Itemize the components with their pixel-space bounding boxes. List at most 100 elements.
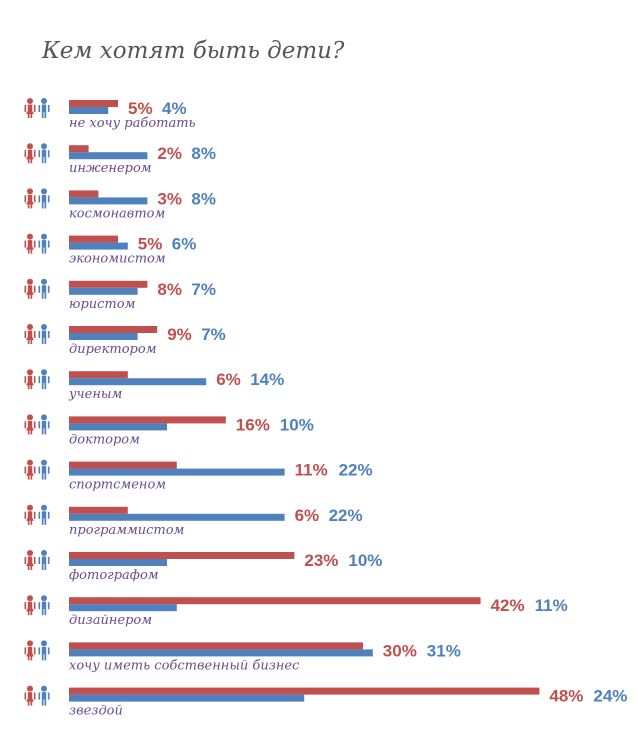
boy-leg-right <box>44 518 47 525</box>
boy-head <box>41 414 47 421</box>
girl-arm-right <box>33 557 36 564</box>
boy-head <box>41 595 47 602</box>
girl-arm-left <box>24 150 27 158</box>
boy-leg-left <box>41 292 44 299</box>
girl-skirt <box>26 242 34 250</box>
value-girls: 48% <box>549 687 583 706</box>
girl-skirt <box>26 287 34 295</box>
boy-arm-left <box>38 692 41 700</box>
bar-girls <box>69 597 481 605</box>
value-boys: 22% <box>339 461 373 480</box>
girl-skirt <box>26 513 34 521</box>
girl-arm-left <box>24 466 27 474</box>
girl-skirt <box>26 604 34 612</box>
girl-leg-left <box>27 202 30 209</box>
boy-icon <box>38 98 50 118</box>
category-label: юристом <box>69 297 135 312</box>
boy-icon <box>38 595 50 616</box>
bar-girls <box>69 416 226 424</box>
girl-leg-left <box>27 338 30 344</box>
boy-leg-right <box>44 157 47 164</box>
boy-body <box>41 466 47 474</box>
girl-arm-right <box>33 285 36 293</box>
girl-leg-left <box>27 609 30 616</box>
boy-body <box>41 511 47 519</box>
bar-girls <box>69 461 177 469</box>
category-label: звездой <box>69 704 123 719</box>
girl-arm-left <box>24 602 27 610</box>
girl-leg-left <box>27 383 30 390</box>
girl-leg-right <box>30 383 33 390</box>
boy-arm-left <box>38 376 41 384</box>
girl-arm-right <box>33 647 36 655</box>
girl-leg-left <box>27 564 30 570</box>
girl-icon <box>24 324 36 344</box>
boy-arm-right <box>47 150 50 158</box>
girl-icon <box>24 459 36 480</box>
value-boys: 31% <box>427 641 461 660</box>
girl-head <box>27 369 33 376</box>
girl-head <box>27 414 33 421</box>
girl-arm-left <box>24 285 27 293</box>
girl-icon <box>24 640 36 661</box>
bar-boys <box>69 649 373 657</box>
chart-row: 8% 7% юристом <box>24 278 216 312</box>
boy-leg-right <box>44 699 47 706</box>
girl-leg-left <box>27 518 30 525</box>
girl-leg-right <box>30 247 33 254</box>
value-boys: 8% <box>191 189 216 208</box>
boy-arm-right <box>47 285 50 293</box>
boy-leg-right <box>44 112 47 118</box>
bar-girls <box>69 687 540 695</box>
girl-head <box>27 459 33 466</box>
boy-leg-right <box>44 338 47 344</box>
girl-leg-right <box>30 112 33 118</box>
boy-leg-left <box>41 654 44 661</box>
value-boys: 22% <box>329 506 363 525</box>
girl-skirt <box>26 694 34 702</box>
girl-skirt <box>26 468 34 476</box>
girl-leg-left <box>27 428 30 435</box>
bar-girls <box>69 145 89 153</box>
girl-arm-right <box>33 105 36 112</box>
category-label: экономистом <box>69 252 166 267</box>
boy-head <box>41 188 47 195</box>
girl-leg-right <box>30 518 33 525</box>
girl-arm-left <box>24 692 27 700</box>
boy-head <box>41 98 47 104</box>
boy-head <box>41 504 47 511</box>
girl-leg-right <box>30 564 33 570</box>
boy-arm-right <box>47 195 50 203</box>
boy-arm-right <box>47 466 50 474</box>
girl-arm-left <box>24 557 27 564</box>
chart-row: 5% 6% экономистом <box>24 233 196 267</box>
value-girls: 3% <box>157 189 182 208</box>
boy-leg-left <box>41 383 44 390</box>
chart-row: 11% 22% спортсменом <box>24 459 373 493</box>
boy-icon <box>38 550 50 570</box>
boy-leg-left <box>41 428 44 435</box>
value-boys: 7% <box>201 325 226 344</box>
bar-girls <box>69 235 118 243</box>
boy-body <box>41 149 47 158</box>
chart-row: 6% 14% ученым <box>24 369 284 402</box>
boy-head <box>41 233 47 240</box>
boy-icon <box>38 459 50 480</box>
girl-icon <box>24 550 36 570</box>
boy-icon <box>38 640 50 661</box>
girl-leg-left <box>27 157 30 164</box>
boy-arm-left <box>38 105 41 112</box>
bar-girls <box>69 552 295 559</box>
boy-body <box>41 375 47 384</box>
boy-arm-right <box>47 105 50 112</box>
girl-arm-right <box>33 195 36 203</box>
bar-boys <box>69 513 285 521</box>
girl-icon <box>24 504 36 525</box>
boy-head <box>41 369 47 376</box>
boy-leg-left <box>41 518 44 525</box>
bar-girls <box>69 371 128 379</box>
category-label: фотографом <box>69 568 159 583</box>
girl-skirt <box>26 559 34 566</box>
value-boys: 4% <box>162 99 187 118</box>
boy-head <box>41 459 47 466</box>
